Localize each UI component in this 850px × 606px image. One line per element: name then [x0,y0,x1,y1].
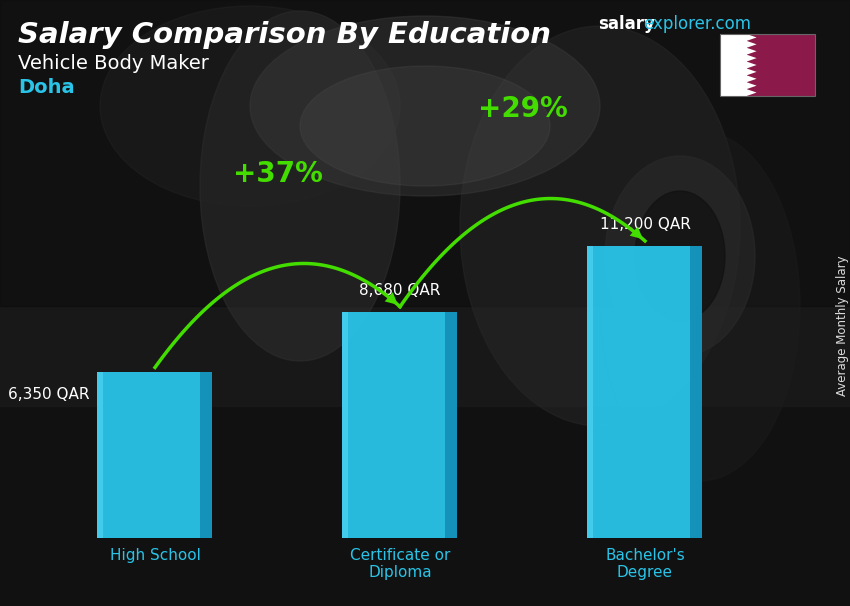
Ellipse shape [300,66,550,186]
Text: 11,200 QAR: 11,200 QAR [599,217,690,232]
Text: Average Monthly Salary: Average Monthly Salary [836,256,849,396]
Polygon shape [746,89,756,96]
Text: High School: High School [110,548,201,563]
FancyBboxPatch shape [201,373,212,538]
Text: explorer.com: explorer.com [643,15,751,33]
Ellipse shape [200,11,400,361]
FancyBboxPatch shape [98,373,212,538]
Ellipse shape [250,16,600,196]
Ellipse shape [600,131,800,481]
Text: 6,350 QAR: 6,350 QAR [8,387,89,402]
Text: Certificate or
Diploma: Certificate or Diploma [350,548,450,581]
Polygon shape [746,75,756,82]
FancyBboxPatch shape [343,311,348,538]
FancyBboxPatch shape [690,246,702,538]
FancyBboxPatch shape [720,34,746,96]
Ellipse shape [100,6,400,206]
FancyBboxPatch shape [98,373,104,538]
Text: Salary Comparison By Education: Salary Comparison By Education [18,21,551,49]
Polygon shape [746,34,756,41]
Text: salary: salary [598,15,654,33]
Polygon shape [746,82,756,89]
Ellipse shape [460,26,740,426]
Polygon shape [746,68,756,75]
Polygon shape [746,48,756,55]
FancyBboxPatch shape [746,34,815,96]
Polygon shape [746,55,756,62]
Text: +37%: +37% [233,161,322,188]
FancyBboxPatch shape [445,311,457,538]
Text: Bachelor's
Degree: Bachelor's Degree [605,548,685,581]
Text: Vehicle Body Maker: Vehicle Body Maker [18,54,209,73]
FancyBboxPatch shape [587,246,702,538]
FancyBboxPatch shape [587,246,593,538]
Text: +29%: +29% [478,95,567,123]
Ellipse shape [605,156,755,356]
Text: Doha: Doha [18,78,75,97]
Text: 8,680 QAR: 8,680 QAR [360,283,440,298]
FancyBboxPatch shape [343,311,457,538]
Polygon shape [746,41,756,48]
Polygon shape [746,62,756,68]
Ellipse shape [635,191,725,321]
